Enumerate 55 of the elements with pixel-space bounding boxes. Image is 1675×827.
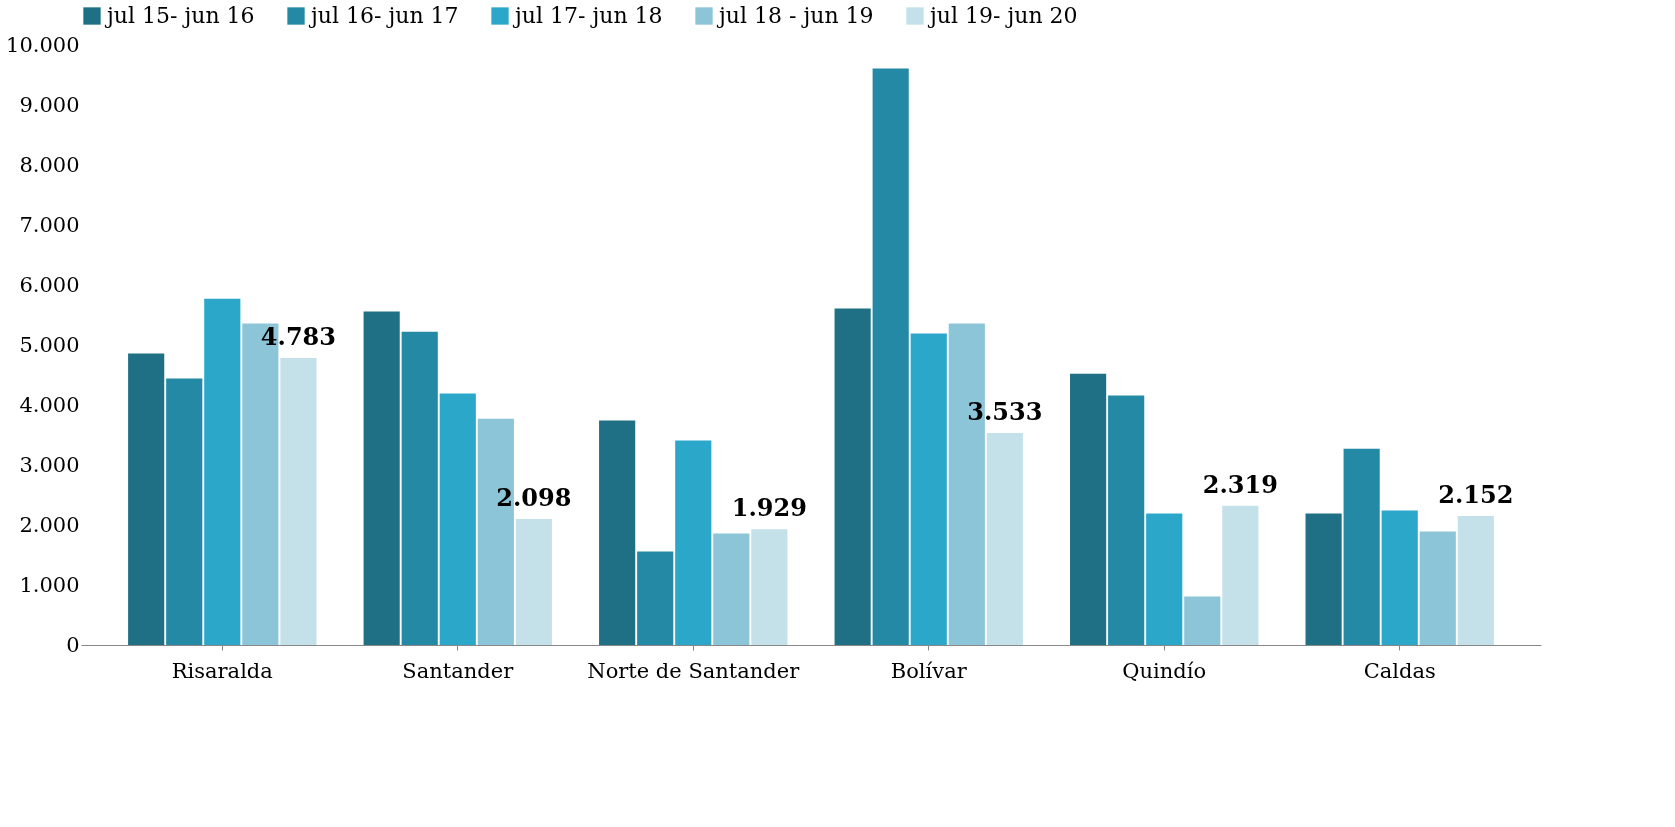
bar xyxy=(713,533,750,645)
x-tick-label: Quindío xyxy=(1122,658,1207,683)
y-tick-label: 10.000 xyxy=(6,32,80,57)
bar xyxy=(401,331,438,645)
y-tick-label: 9.000 xyxy=(19,92,80,117)
bar xyxy=(1222,505,1259,645)
bar xyxy=(515,519,552,645)
legend-label: jul 16- jun 17 xyxy=(308,3,459,28)
bar xyxy=(1184,596,1221,645)
y-tick-label: 6.000 xyxy=(19,272,80,297)
x-tick-label: Caldas xyxy=(1363,658,1436,683)
data-label: 2.098 xyxy=(496,483,572,513)
y-tick-label: 1.000 xyxy=(19,572,80,597)
bar xyxy=(986,433,1023,645)
y-tick-label: 2.000 xyxy=(19,512,80,537)
bar xyxy=(1146,513,1183,645)
bar xyxy=(439,393,476,645)
data-label: 4.783 xyxy=(260,322,336,352)
bar xyxy=(1381,510,1418,645)
bar xyxy=(910,333,947,645)
data-label: 1.929 xyxy=(731,493,807,523)
bar xyxy=(1343,448,1380,645)
data-label: 2.152 xyxy=(1438,479,1514,509)
bar xyxy=(872,68,909,645)
bar xyxy=(1419,531,1456,645)
bar xyxy=(280,358,317,645)
y-tick-label: 0 xyxy=(66,632,80,657)
x-tick-label: Norte de Santander xyxy=(587,658,801,683)
bar xyxy=(204,298,241,645)
bar xyxy=(1305,513,1342,645)
x-tick-label: Risaralda xyxy=(171,658,273,683)
bar xyxy=(363,311,400,645)
x-tick-label: Bolívar xyxy=(890,658,968,683)
legend-label: jul 19- jun 20 xyxy=(927,3,1078,28)
bar xyxy=(675,440,712,645)
x-tick-label: Santander xyxy=(402,658,515,683)
bar xyxy=(637,551,674,645)
y-tick-label: 8.000 xyxy=(19,152,80,177)
legend-label: jul 15- jun 16 xyxy=(104,3,255,28)
data-label: 2.319 xyxy=(1202,469,1278,499)
bar xyxy=(751,529,788,645)
bar xyxy=(834,308,871,645)
y-tick-label: 3.000 xyxy=(19,452,80,477)
bar xyxy=(128,353,165,645)
bar xyxy=(1070,373,1107,645)
legend-label: jul 18 - jun 19 xyxy=(716,3,874,28)
y-tick-label: 5.000 xyxy=(19,332,80,357)
y-tick-label: 7.000 xyxy=(19,212,80,237)
bar xyxy=(166,378,203,645)
legend-label: jul 17- jun 18 xyxy=(512,3,663,28)
y-tick-label: 4.000 xyxy=(19,392,80,417)
bar xyxy=(599,420,636,645)
bar xyxy=(1108,395,1145,645)
data-label: 3.533 xyxy=(967,397,1043,427)
bar xyxy=(1457,515,1494,645)
